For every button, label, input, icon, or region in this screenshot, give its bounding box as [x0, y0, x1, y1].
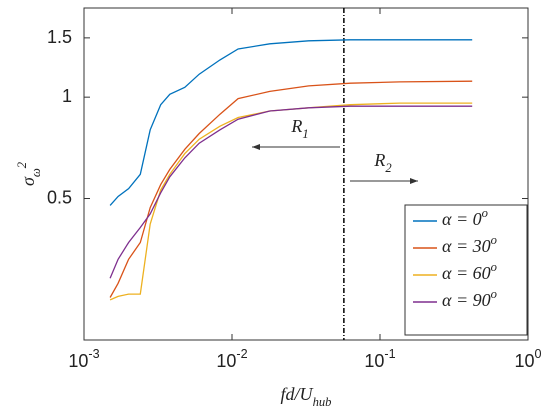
x-tick-label: 10-2 [216, 347, 247, 370]
series-line [109, 80, 473, 298]
x-tick-label: 10-1 [364, 347, 395, 370]
series-line [109, 102, 473, 301]
x-tick-label: 10-3 [68, 347, 99, 370]
legend-label: α = 30o [442, 233, 497, 256]
x-axis-label: fd/Uhub [281, 384, 332, 409]
annotation: R2 [373, 150, 392, 175]
legend-label: α = 0o [442, 206, 488, 229]
x-tick-label: 100 [514, 347, 541, 370]
y-tick-label: 1 [62, 86, 72, 106]
legend-label: α = 90o [442, 287, 497, 310]
y-axis-label: σω2 [15, 161, 43, 186]
legend-label: α = 60o [442, 260, 497, 283]
series-line [109, 39, 473, 206]
arrow-head [410, 178, 418, 184]
series-line [109, 105, 473, 279]
y-tick-label: 0.5 [47, 187, 72, 207]
annotation: R1 [290, 116, 308, 141]
arrow-head [252, 144, 260, 150]
legend-box [404, 204, 528, 336]
plot-frame [83, 7, 529, 341]
y-tick-label: 1.5 [47, 27, 72, 47]
